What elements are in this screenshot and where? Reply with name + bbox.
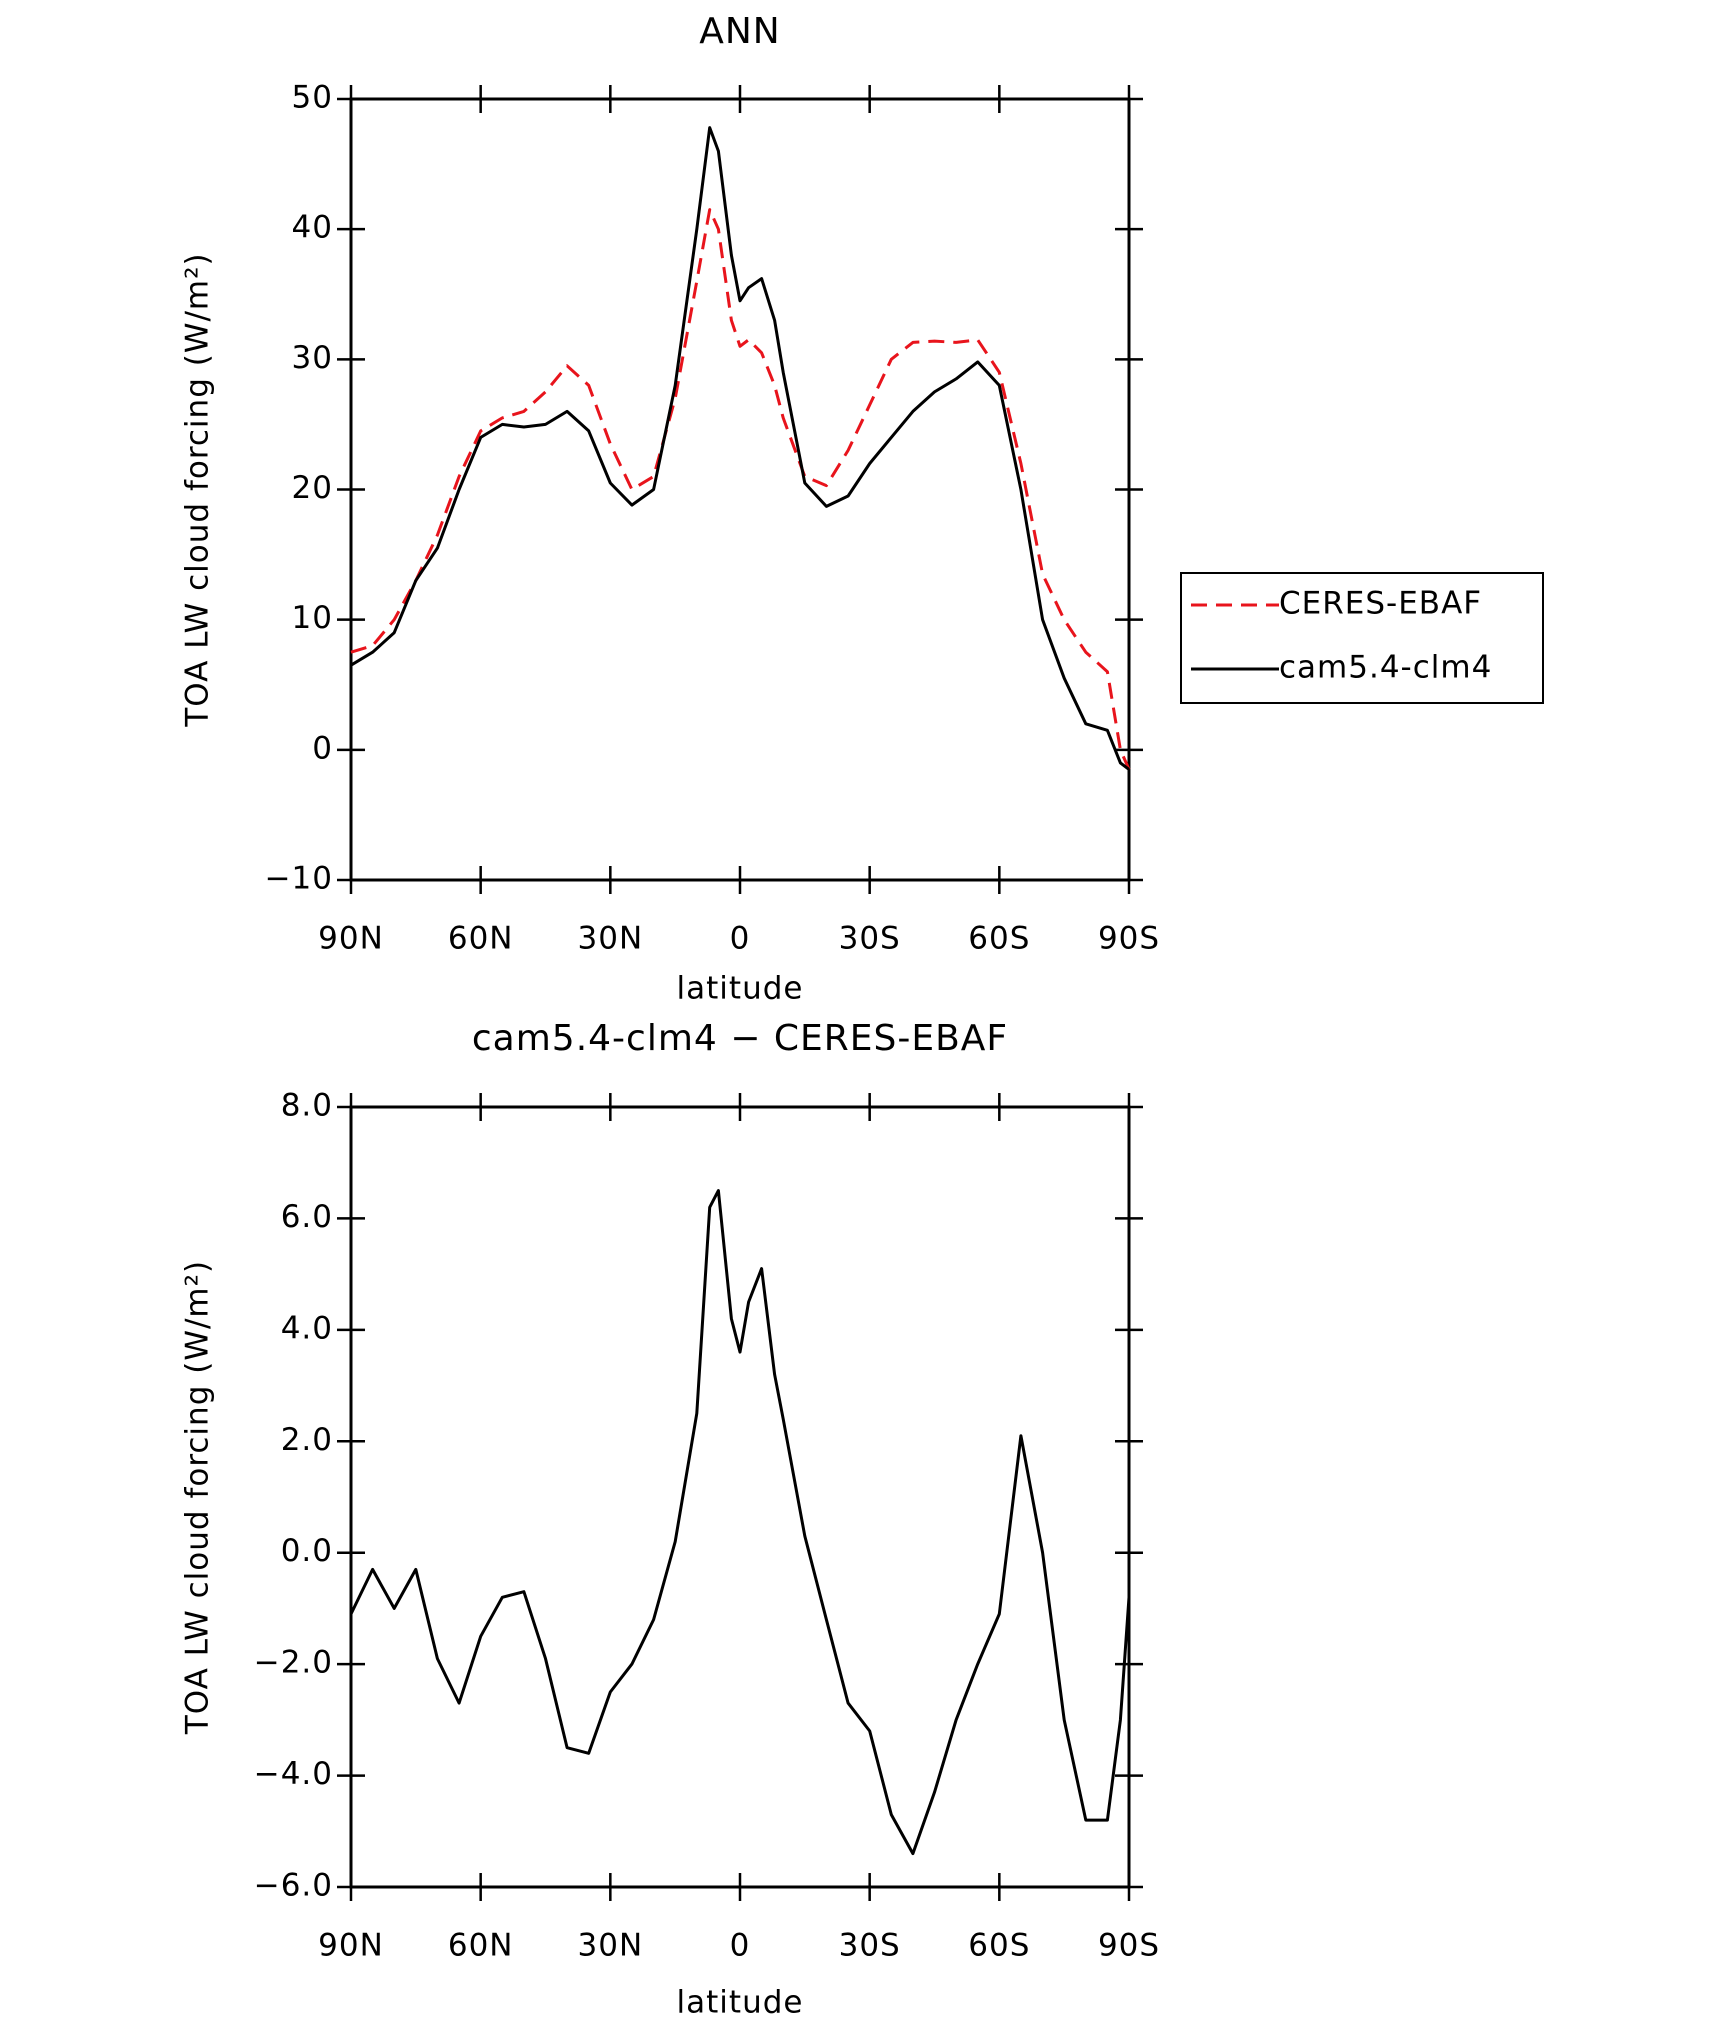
x-tick-label: 90S — [1098, 921, 1160, 957]
x-tick-label: 0 — [730, 921, 751, 957]
y-tick-label: 40 — [292, 210, 333, 246]
x-tick-label: 0 — [730, 1928, 751, 1964]
y-tick-label: −4.0 — [254, 1756, 333, 1792]
data-line — [350, 126, 1130, 771]
x-tick-label: 30S — [839, 1928, 901, 1964]
chart-title: cam5.4-clm4 − CERES-EBAF — [472, 1018, 1008, 1059]
legend-box — [1180, 572, 1544, 704]
x-axis-label: latitude — [677, 1985, 804, 2021]
y-tick-label: 0.0 — [281, 1533, 333, 1569]
x-tick-label: 60N — [448, 1928, 514, 1964]
data-line — [349, 1189, 1131, 1856]
plot-frame — [349, 1105, 1131, 1889]
y-tick-label: 10 — [292, 600, 333, 636]
chart-title: ANN — [699, 11, 781, 52]
y-tick-label: 4.0 — [281, 1310, 333, 1346]
x-tick-label: 90N — [318, 921, 384, 957]
y-axis-label: TOA LW cloud forcing (W/m²) — [180, 252, 216, 727]
x-tick-label: 30S — [839, 921, 901, 957]
data-line — [350, 208, 1131, 771]
y-tick-label: −2.0 — [254, 1645, 333, 1681]
x-axis-label: latitude — [677, 971, 804, 1007]
x-tick-label: 30N — [578, 921, 644, 957]
y-tick-label: −6.0 — [254, 1868, 333, 1904]
x-tick-label: 60N — [448, 921, 514, 957]
y-tick-label: 0 — [312, 730, 333, 766]
y-tick-label: 50 — [292, 80, 333, 116]
plot-frame — [349, 97, 1131, 882]
y-tick-label: 20 — [292, 470, 333, 506]
y-tick-label: 6.0 — [281, 1199, 333, 1235]
x-tick-label: 90N — [318, 1928, 384, 1964]
x-tick-label: 30N — [578, 1928, 644, 1964]
y-tick-label: −10 — [265, 861, 333, 897]
x-tick-label: 90S — [1098, 1928, 1160, 1964]
y-tick-label: 2.0 — [281, 1422, 333, 1458]
legend-label: CERES-EBAF — [1279, 586, 1482, 622]
x-tick-label: 60S — [968, 1928, 1030, 1964]
y-tick-label: 30 — [292, 340, 333, 376]
legend-label: cam5.4-clm4 — [1279, 650, 1492, 686]
y-axis-label: TOA LW cloud forcing (W/m²) — [180, 1260, 216, 1735]
y-tick-label: 8.0 — [281, 1088, 333, 1124]
x-tick-label: 60S — [968, 921, 1030, 957]
